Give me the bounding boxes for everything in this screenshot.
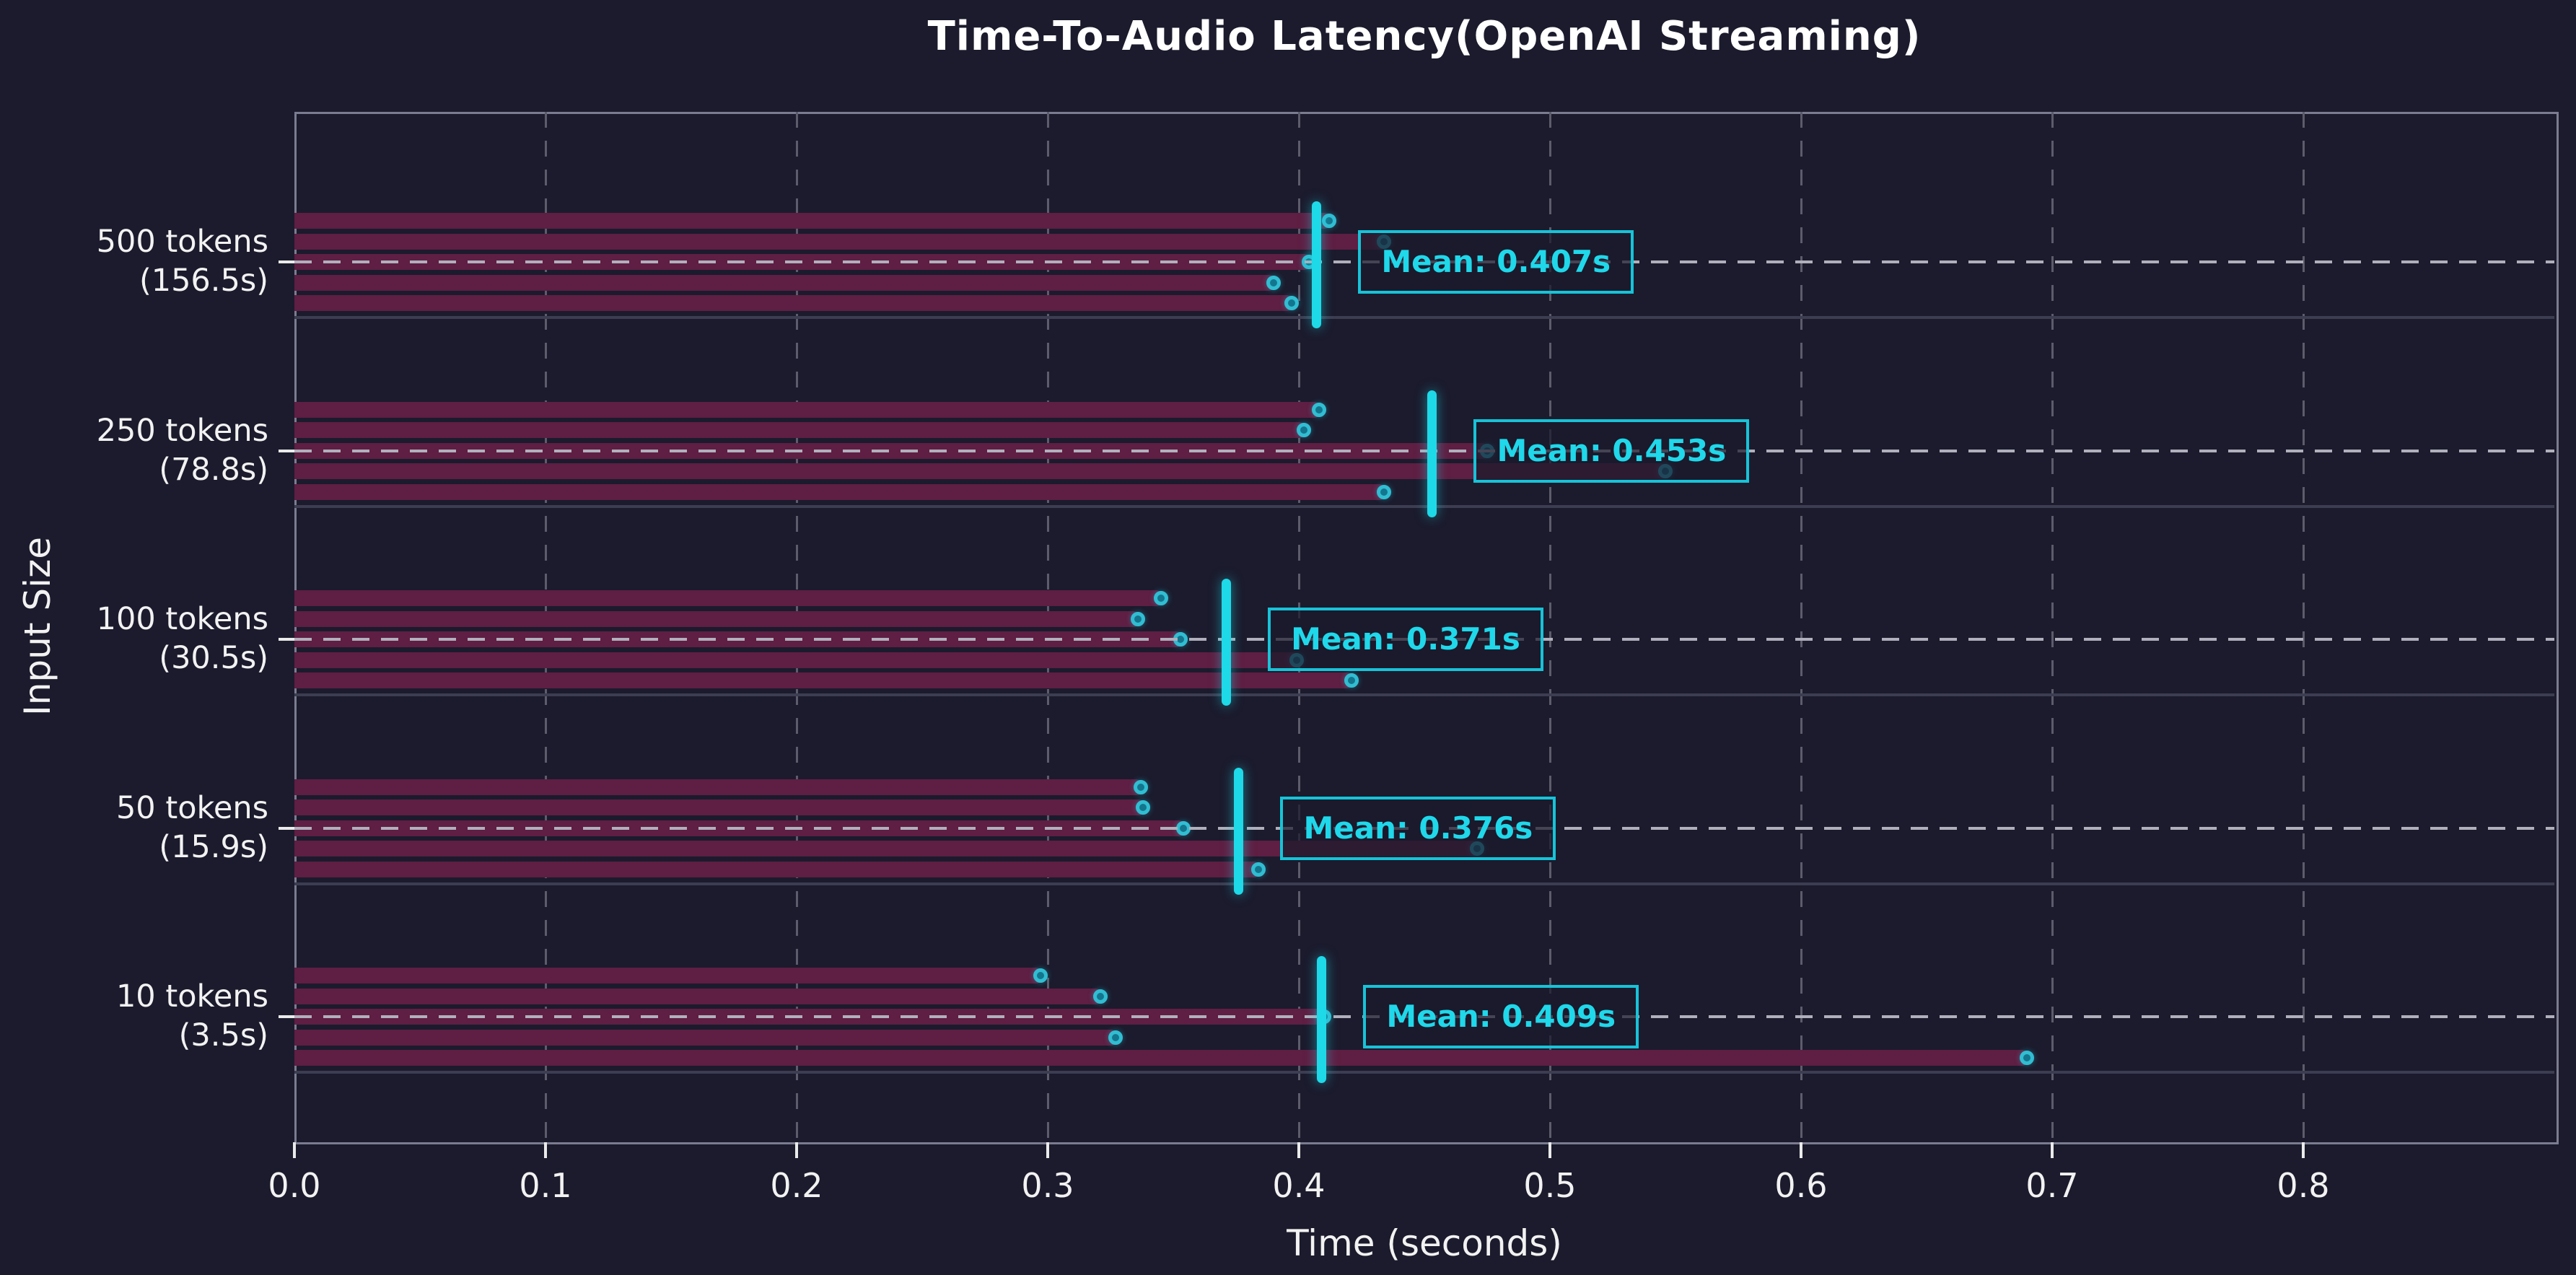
x-axis-label: Time (seconds) bbox=[1287, 1222, 1562, 1264]
run-endpoint-dot bbox=[1251, 862, 1266, 877]
x-tick-label: 0.2 bbox=[770, 1166, 823, 1205]
y-tick-label-line2: (78.8s) bbox=[159, 451, 268, 488]
x-tick-label: 0.3 bbox=[1021, 1166, 1074, 1205]
y-tick bbox=[279, 826, 294, 830]
x-tick-label: 0.7 bbox=[2025, 1166, 2079, 1205]
run-endpoint-dot bbox=[1136, 800, 1151, 815]
run-bar bbox=[294, 295, 1292, 311]
run-bar bbox=[294, 841, 1478, 856]
y-tick-label-line2: (3.5s) bbox=[178, 1017, 268, 1053]
plot-area bbox=[294, 112, 2559, 1144]
y-tick bbox=[279, 449, 294, 452]
x-gridline bbox=[1800, 112, 1802, 1140]
run-endpoint-dot bbox=[1131, 611, 1146, 626]
y-tick-label: 250 tokens (78.8s) bbox=[0, 411, 268, 489]
group-separator bbox=[294, 693, 2554, 696]
run-bar bbox=[294, 1050, 2028, 1066]
run-bar bbox=[294, 672, 1352, 688]
x-tick-label: 0.1 bbox=[519, 1166, 572, 1205]
y-tick-label-line1: 500 tokens bbox=[96, 224, 268, 260]
run-bar bbox=[294, 233, 1385, 250]
y-tick-label-line2: (15.9s) bbox=[159, 828, 268, 865]
mean-label-box: Mean: 0.407s bbox=[1358, 230, 1634, 294]
run-endpoint-dot bbox=[1133, 779, 1148, 794]
x-tick-label: 0.0 bbox=[268, 1166, 321, 1205]
x-gridline bbox=[2051, 112, 2054, 1140]
group-separator bbox=[294, 882, 2554, 885]
run-bar bbox=[294, 652, 1297, 668]
run-bar bbox=[294, 988, 1101, 1004]
run-endpoint-dot bbox=[1284, 296, 1299, 310]
group-separator bbox=[294, 504, 2554, 508]
x-gridline bbox=[2302, 112, 2305, 1140]
x-tick bbox=[1046, 1142, 1049, 1158]
y-tick bbox=[279, 260, 294, 263]
y-tick-label: 100 tokens (30.5s) bbox=[0, 600, 268, 678]
mean-line bbox=[1221, 579, 1231, 706]
run-endpoint-dot bbox=[1321, 214, 1336, 228]
group-separator bbox=[294, 1071, 2554, 1074]
run-bar bbox=[294, 968, 1041, 983]
x-tick bbox=[795, 1142, 798, 1158]
x-tick bbox=[1548, 1142, 1551, 1158]
run-bar bbox=[294, 590, 1161, 606]
mean-label-box: Mean: 0.453s bbox=[1473, 419, 1750, 483]
x-tick bbox=[1297, 1142, 1300, 1158]
group-separator bbox=[294, 316, 2554, 319]
mean-line bbox=[1427, 390, 1437, 517]
x-tick-label: 0.8 bbox=[2277, 1166, 2330, 1205]
y-tick-label-line1: 10 tokens bbox=[115, 978, 268, 1015]
run-bar bbox=[294, 861, 1259, 877]
run-bar bbox=[294, 779, 1141, 795]
run-endpoint-dot bbox=[1108, 1030, 1123, 1045]
run-bar bbox=[294, 799, 1144, 815]
run-endpoint-dot bbox=[1377, 484, 1392, 499]
x-tick bbox=[1800, 1142, 1802, 1158]
x-gridline bbox=[1548, 112, 1551, 1140]
run-endpoint-dot bbox=[1033, 968, 1048, 983]
run-bar bbox=[294, 483, 1385, 500]
x-tick bbox=[2051, 1142, 2054, 1158]
y-tick bbox=[279, 1015, 294, 1018]
mean-line bbox=[1316, 956, 1326, 1083]
x-tick-label: 0.6 bbox=[1774, 1166, 1828, 1205]
mean-label-box: Mean: 0.409s bbox=[1363, 985, 1639, 1048]
run-bar bbox=[294, 1029, 1116, 1046]
x-tick-label: 0.4 bbox=[1272, 1166, 1326, 1205]
run-endpoint-dot bbox=[1153, 591, 1168, 605]
run-endpoint-dot bbox=[1266, 275, 1282, 290]
mean-label-box: Mean: 0.371s bbox=[1268, 608, 1543, 671]
x-tick bbox=[293, 1142, 296, 1158]
x-tick-label: 0.5 bbox=[1523, 1166, 1577, 1205]
mean-line bbox=[1233, 767, 1243, 895]
x-tick bbox=[544, 1142, 547, 1158]
y-tick-label: 50 tokens (15.9s) bbox=[0, 789, 268, 867]
mean-line bbox=[1311, 201, 1321, 328]
y-tick-label-line1: 250 tokens bbox=[96, 412, 268, 449]
run-endpoint-dot bbox=[1344, 673, 1359, 688]
mean-label-box: Mean: 0.376s bbox=[1280, 796, 1556, 860]
y-tick-label: 10 tokens (3.5s) bbox=[0, 977, 268, 1055]
run-bar bbox=[294, 274, 1274, 291]
run-bar bbox=[294, 610, 1139, 627]
y-gridline bbox=[294, 449, 2554, 452]
run-endpoint-dot bbox=[1296, 423, 1311, 437]
y-tick-label-line1: 100 tokens bbox=[96, 601, 268, 637]
x-tick bbox=[2302, 1142, 2305, 1158]
run-endpoint-dot bbox=[2020, 1051, 2035, 1065]
y-tick-label-line2: (156.5s) bbox=[139, 263, 268, 299]
run-bar bbox=[294, 401, 1319, 418]
y-tick-label: 500 tokens (156.5s) bbox=[0, 222, 268, 300]
y-tick bbox=[279, 638, 294, 641]
run-bar bbox=[294, 463, 1666, 479]
chart-title: Time-To-Audio Latency(OpenAI Streaming) bbox=[927, 13, 1922, 60]
y-tick-label-line1: 50 tokens bbox=[115, 789, 268, 826]
run-bar bbox=[294, 213, 1329, 229]
y-tick-label-line2: (30.5s) bbox=[159, 640, 268, 676]
run-bar bbox=[294, 422, 1304, 438]
run-endpoint-dot bbox=[1093, 989, 1108, 1004]
run-endpoint-dot bbox=[1311, 402, 1326, 417]
